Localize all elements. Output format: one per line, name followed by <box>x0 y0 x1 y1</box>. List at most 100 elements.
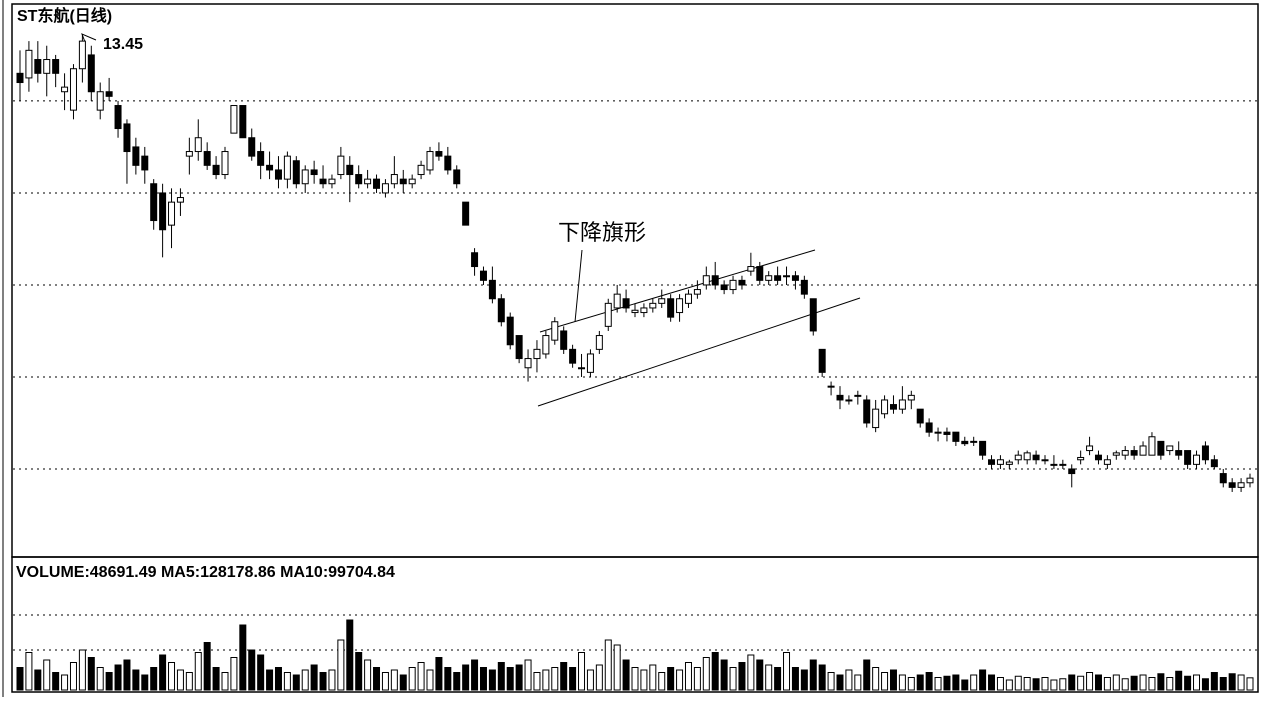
volume-bar <box>783 652 791 691</box>
candle-body <box>479 270 487 281</box>
volume-bar <box>168 662 176 691</box>
candle-body <box>69 68 77 111</box>
candle-body <box>43 59 51 74</box>
candle-body <box>52 59 60 74</box>
volume-bar <box>1059 678 1067 691</box>
candle-body <box>381 183 389 194</box>
candle-body <box>328 178 336 185</box>
candle-body <box>961 440 969 445</box>
candle-body <box>453 169 461 185</box>
volume-bar <box>43 659 51 691</box>
volume-bar <box>506 667 514 691</box>
volume-bar <box>1041 677 1049 691</box>
candle-body <box>881 399 889 415</box>
candle-body <box>506 316 514 346</box>
volume-bar <box>684 662 692 691</box>
volume-bar <box>176 669 184 691</box>
volume-bar <box>105 672 113 691</box>
volume-bar <box>1112 674 1120 691</box>
volume-bar <box>159 654 167 691</box>
candle-body <box>738 279 746 286</box>
candle-body <box>417 164 425 176</box>
candle-body <box>907 394 915 401</box>
candle-body <box>720 284 728 291</box>
volume-bar <box>524 659 532 691</box>
volume-bar <box>1139 674 1147 691</box>
candle-body <box>515 335 523 360</box>
volume-bar <box>185 672 193 691</box>
volume-bar <box>818 664 826 691</box>
volume-bar <box>622 659 630 691</box>
candle-body <box>765 275 773 281</box>
candle-body <box>194 137 202 153</box>
volume-bar <box>729 667 737 691</box>
volume-bar <box>16 667 24 691</box>
volume-bar <box>426 669 434 691</box>
candle-body <box>346 164 354 176</box>
candle-body <box>239 105 247 139</box>
candle-body <box>854 394 862 397</box>
volume-bar <box>194 652 202 691</box>
volume-bar <box>774 667 782 691</box>
volume-bar <box>872 667 880 691</box>
candle-body <box>373 178 381 189</box>
candle-body <box>1184 450 1192 465</box>
candle-body <box>61 86 69 93</box>
volume-bar <box>720 659 728 691</box>
volume-bar <box>586 669 594 691</box>
candle-body <box>337 155 345 176</box>
candle-body <box>774 275 782 281</box>
volume-bar <box>1175 670 1183 691</box>
volume-bar <box>292 674 300 691</box>
volume-bar <box>1166 677 1174 691</box>
candle-body <box>497 298 505 323</box>
candle-body <box>1005 461 1013 465</box>
candle-body <box>684 293 692 304</box>
volume-bar <box>881 672 889 691</box>
volume-bar <box>1068 674 1076 691</box>
volume-bar <box>1210 672 1218 691</box>
volume-bar <box>25 652 33 691</box>
candle-body <box>818 348 826 373</box>
candle-body <box>132 146 140 166</box>
volume-bar <box>569 667 577 691</box>
candle-body <box>1023 452 1031 461</box>
candle-body <box>898 399 906 410</box>
candle-body <box>1014 454 1022 461</box>
candle-body <box>693 289 701 295</box>
volume-bar <box>916 674 924 691</box>
volume-bar <box>310 664 318 691</box>
volume-bar <box>827 672 835 691</box>
volume-bar <box>1184 675 1192 691</box>
chart-title: ST东航(日线) <box>17 6 112 25</box>
candle-body <box>1094 454 1102 461</box>
high-pointer <box>81 33 97 43</box>
channel-lower <box>537 297 861 407</box>
candle-body <box>791 275 799 281</box>
volume-bar <box>604 639 612 691</box>
candle-body <box>676 298 684 314</box>
volume-bar <box>34 669 42 691</box>
volume-bar <box>1077 675 1085 691</box>
candle-body <box>444 155 452 171</box>
volume-bar <box>809 659 817 691</box>
volume-bar <box>925 672 933 691</box>
volume-bar <box>970 674 978 691</box>
candle-body <box>248 137 256 157</box>
candle-body <box>551 321 559 341</box>
candle-body <box>827 385 835 388</box>
candle-body <box>1050 463 1058 466</box>
volume-bar <box>114 664 122 691</box>
candle-body <box>426 151 434 171</box>
candle-body <box>150 183 158 222</box>
volume-bar <box>738 662 746 691</box>
channel-upper <box>539 249 816 333</box>
volume-bar <box>551 667 559 691</box>
volume-bar <box>907 677 915 691</box>
volume-panel <box>11 556 1259 693</box>
volume-bar <box>283 672 291 691</box>
candle-body <box>25 49 33 79</box>
volume-bar <box>479 667 487 691</box>
volume-bar <box>702 657 710 691</box>
volume-bar <box>1005 679 1013 691</box>
